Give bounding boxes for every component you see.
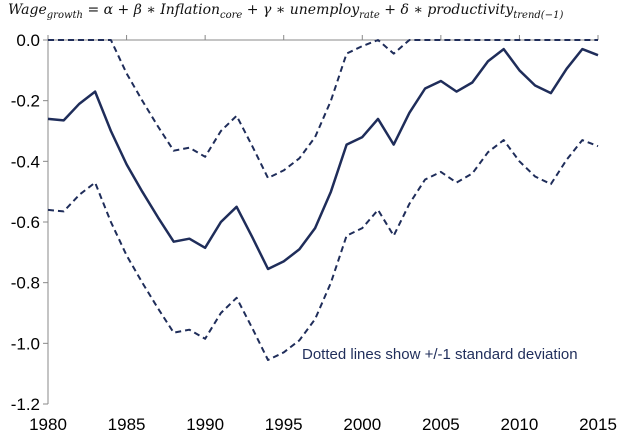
model-formula: Wagegrowth = α + β ∗ Inflationcore + γ ∗… (8, 2, 563, 21)
formula-sub-1: growth (46, 9, 84, 21)
y-tick-label: -1.0 (11, 334, 40, 353)
formula-part-2: = α + β ∗ Inflation (83, 2, 221, 18)
x-tick-label: 1995 (265, 415, 303, 434)
series-line-estimate (47, 47, 599, 271)
formula-sub-3: rate (359, 9, 380, 21)
x-tick-label: 1990 (186, 415, 224, 434)
chart-series (47, 39, 599, 361)
formula-part-4: + δ ∗ productivity (379, 2, 514, 18)
x-tick-label: 2010 (501, 415, 539, 434)
chart-annotation: Dotted lines show +/-1 standard deviatio… (302, 346, 578, 363)
formula-sub-4: trend(−1) (513, 9, 564, 21)
y-tick-label: -1.2 (11, 395, 40, 414)
y-tick-label: -0.2 (11, 92, 40, 111)
series-line-band (48, 39, 598, 179)
x-tick-label: 2005 (422, 415, 460, 434)
formula-part-1: Wage (8, 2, 47, 18)
formula-sub-2: core (220, 9, 243, 21)
x-tick-label: 2000 (343, 415, 381, 434)
y-tick-label: 0.0 (16, 31, 40, 50)
y-tick-label: -0.4 (11, 152, 40, 171)
y-tick-label: -0.8 (11, 274, 40, 293)
x-tick-label: 1985 (108, 415, 146, 434)
series-line-band (47, 139, 599, 361)
x-tick-label: 1980 (29, 415, 67, 434)
y-tick-label: -0.6 (11, 213, 40, 232)
formula-part-3: + γ ∗ unemploy (242, 2, 360, 18)
x-tick-label: 2015 (579, 415, 617, 434)
